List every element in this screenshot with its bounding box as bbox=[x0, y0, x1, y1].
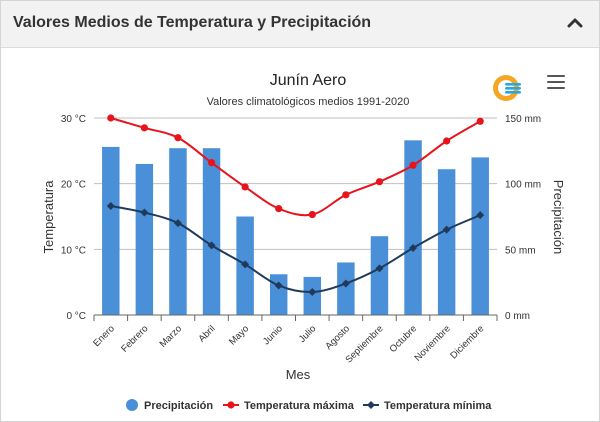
tmin-point bbox=[173, 219, 182, 228]
precipitation-bars bbox=[102, 140, 489, 315]
x-tick-label: Mayo bbox=[227, 323, 251, 347]
tmax-point bbox=[140, 124, 148, 132]
chevron-up-icon bbox=[567, 18, 583, 28]
y-right-tick-label: 0 mm bbox=[505, 311, 530, 322]
chart-title: Junín Aero bbox=[270, 72, 347, 89]
temperature-lines bbox=[106, 114, 485, 297]
tmin-point bbox=[207, 241, 216, 250]
tmax-line bbox=[110, 117, 481, 217]
agency-logo-icon bbox=[491, 73, 521, 103]
y-right-tick-label: 150 mm bbox=[505, 114, 541, 125]
x-axis-title: Mes bbox=[286, 367, 311, 382]
y-left-tick-label: 0 °C bbox=[66, 311, 86, 322]
legend: Precipitación Temperatura máxima Temperatu… bbox=[126, 399, 492, 412]
tmin-point bbox=[274, 281, 283, 290]
precipitation-bar bbox=[471, 157, 489, 315]
tmin-point bbox=[106, 201, 115, 210]
tmax-point bbox=[476, 117, 484, 125]
chart-menu-button[interactable] bbox=[547, 75, 565, 91]
x-tick-label: Noviembre bbox=[412, 323, 452, 363]
tmin-point bbox=[241, 260, 250, 269]
tmax-point bbox=[207, 159, 216, 167]
precipitation-bar bbox=[269, 274, 288, 315]
precipitation-bar bbox=[202, 148, 221, 315]
tmax-point bbox=[241, 183, 249, 191]
precipitation-bar bbox=[370, 236, 389, 315]
grid bbox=[94, 117, 497, 250]
tmax-point bbox=[308, 210, 316, 219]
panel-title: Valores Medios de Temperatura y Precipit… bbox=[13, 14, 372, 31]
tmin-point bbox=[476, 211, 485, 220]
x-tick-label: Julio bbox=[297, 323, 319, 345]
chart-subtitle: Valores climatológicos medios 1991-2020 bbox=[207, 96, 410, 108]
x-tick-label: Diciembre bbox=[448, 323, 486, 361]
legend-precipitation-swatch bbox=[126, 399, 138, 411]
y-axis-right-title: Precipitación bbox=[551, 180, 566, 254]
panel-header: Valores Medios de Temperatura y Precipit… bbox=[1, 1, 599, 48]
precipitation-bar bbox=[102, 146, 120, 315]
legend-tmin-label: Temperatura mínima bbox=[384, 400, 492, 412]
tmin-point bbox=[308, 288, 317, 297]
tmin-point bbox=[409, 244, 418, 253]
y-axis-left-title: Temperatura bbox=[41, 180, 56, 254]
tmax-point bbox=[107, 114, 115, 122]
collapse-button[interactable] bbox=[565, 13, 585, 33]
tmax-point bbox=[342, 191, 350, 199]
x-tick-label: Abril bbox=[196, 323, 217, 344]
hamburger-icon bbox=[547, 75, 565, 77]
x-tick-label: Marzo bbox=[158, 323, 184, 349]
precipitation-bar bbox=[169, 148, 187, 315]
tmin-point bbox=[375, 264, 384, 273]
y-left-tick-label: 30 °C bbox=[61, 114, 86, 125]
precipitation-bar bbox=[437, 169, 456, 315]
tmax-point bbox=[375, 178, 384, 186]
x-tick-label: Febrero bbox=[119, 323, 150, 354]
legend-tmax-swatch bbox=[227, 401, 235, 409]
tmin-point bbox=[442, 225, 451, 234]
tmax-point bbox=[275, 205, 283, 213]
legend-tmin-swatch bbox=[367, 401, 375, 409]
x-tick-label: Enero bbox=[91, 323, 117, 349]
tmin-point bbox=[140, 208, 149, 217]
tmin-point bbox=[341, 279, 350, 288]
tmin-line bbox=[110, 205, 481, 294]
axes: 0 °C 10 °C 20 °C 30 °C 0 mm 50 mm 100 mm 150 mm… bbox=[61, 114, 541, 365]
precipitation-bar bbox=[135, 163, 154, 315]
y-right-tick-label: 100 mm bbox=[505, 180, 541, 191]
tmax-point bbox=[174, 134, 182, 142]
legend-tmax-label: Temperatura máxima bbox=[244, 400, 355, 412]
precipitation-bar bbox=[337, 262, 355, 315]
y-right-tick-label: 50 mm bbox=[505, 245, 536, 256]
precipitation-bar bbox=[404, 140, 422, 315]
tmax-point bbox=[443, 137, 451, 145]
x-tick-label: Octubre bbox=[387, 323, 419, 355]
y-left-tick-label: 10 °C bbox=[61, 245, 86, 256]
x-tick-label: Agosto bbox=[323, 323, 352, 352]
x-tick-label: Junio bbox=[261, 323, 285, 347]
tmax-point bbox=[409, 161, 417, 169]
legend-precipitation-label: Precipitación bbox=[144, 400, 213, 412]
y-left-tick-label: 20 °C bbox=[61, 180, 86, 191]
